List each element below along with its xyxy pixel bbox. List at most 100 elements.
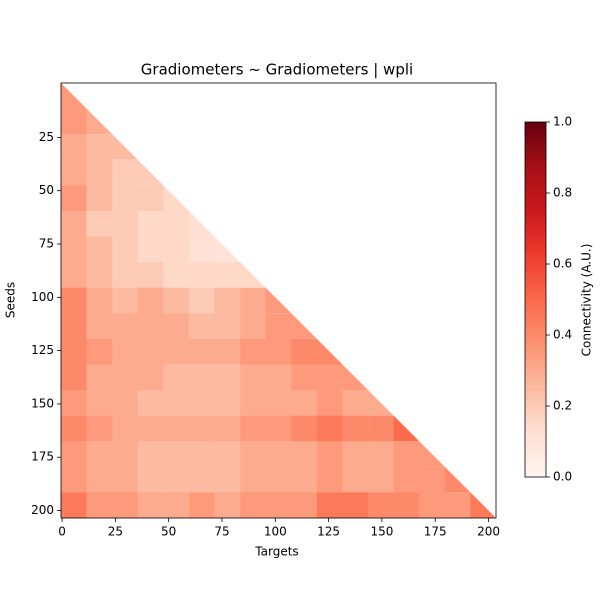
colorbar-tick-label: 0.4 xyxy=(553,328,572,342)
heatmap-cell xyxy=(393,415,420,442)
heatmap-cell xyxy=(240,390,267,416)
heatmap-cell xyxy=(61,262,87,289)
x-tick-label: 75 xyxy=(214,525,229,539)
heatmap-cell xyxy=(188,313,215,340)
colorbar-tick-label: 1.0 xyxy=(553,115,572,129)
heatmap-cell xyxy=(86,236,113,263)
colorbar-tick-label: 0.0 xyxy=(553,470,572,484)
heatmap-cell xyxy=(368,441,394,468)
heatmap-cell xyxy=(188,390,215,416)
heatmap-cell xyxy=(163,287,190,314)
heatmap-cell xyxy=(112,313,139,340)
heatmap-cell xyxy=(265,466,292,493)
heatmap-cell xyxy=(137,262,164,289)
heatmap-cell xyxy=(86,185,113,212)
colorbar xyxy=(524,121,547,478)
heatmap-cell xyxy=(61,415,87,442)
x-tick-label: 25 xyxy=(108,525,123,539)
heatmap-cell xyxy=(265,492,292,519)
heatmap-cell xyxy=(240,287,267,314)
heatmap-cell xyxy=(265,364,292,391)
heatmap-cell xyxy=(188,466,215,493)
heatmap-cell xyxy=(291,313,317,339)
heatmap-cell xyxy=(112,185,139,212)
heatmap-cell xyxy=(137,466,164,493)
heatmap-cell xyxy=(240,415,267,442)
y-tick-label: 150 xyxy=(31,396,54,410)
heatmap-cell xyxy=(86,441,113,468)
heatmap-cell xyxy=(316,466,343,493)
heatmap-cell xyxy=(137,390,164,416)
heatmap-cell xyxy=(291,390,318,416)
heatmap-cell xyxy=(214,338,241,365)
heatmap-cell xyxy=(291,364,318,391)
heatmap-cell xyxy=(61,83,87,109)
heatmap-cell xyxy=(188,210,215,237)
heatmap-cell xyxy=(86,313,113,340)
y-tick-label: 125 xyxy=(31,343,54,357)
heatmap-cell xyxy=(112,338,139,365)
heatmap-cell xyxy=(265,415,292,442)
heatmap-cell xyxy=(444,466,471,493)
heatmap-cell xyxy=(137,415,164,442)
heatmap-cell xyxy=(316,364,343,391)
heatmap-cell xyxy=(112,441,139,468)
heatmap-cell xyxy=(240,364,267,391)
chart-title: Gradiometers ~ Gradiometers | wpli xyxy=(141,61,413,79)
heatmap-cell xyxy=(86,492,113,519)
x-tick-label: 125 xyxy=(317,525,340,539)
heatmap-cell xyxy=(86,415,113,442)
heatmap-cell xyxy=(137,441,164,468)
heatmap-cell xyxy=(137,313,164,340)
heatmap-cell xyxy=(61,134,87,161)
heatmap-cell xyxy=(342,415,369,442)
x-tick-label: 50 xyxy=(161,525,176,539)
y-tick-label: 200 xyxy=(31,503,54,517)
heatmap-cell xyxy=(61,185,87,212)
heatmap-cell xyxy=(214,313,241,340)
heatmap-cell xyxy=(137,210,164,237)
heatmap-cell xyxy=(61,441,87,468)
y-tick-label: 75 xyxy=(39,236,54,250)
heatmap-cell xyxy=(86,159,113,186)
heatmap-cell xyxy=(214,287,241,314)
heatmap-cell xyxy=(240,338,267,365)
x-tick-label: 150 xyxy=(370,525,393,539)
heatmap-cell xyxy=(163,415,190,442)
heatmap-cell xyxy=(316,390,343,416)
heatmap-cell xyxy=(368,415,394,442)
y-tick-label: 25 xyxy=(39,130,54,144)
heatmap-cell xyxy=(61,313,87,340)
heatmap-cell xyxy=(112,236,139,263)
heatmap-cell xyxy=(112,364,139,391)
plot-frame xyxy=(60,82,497,519)
heatmap-cell xyxy=(316,492,343,519)
heatmap-cell xyxy=(240,313,267,340)
heatmap-cell xyxy=(188,492,215,519)
heatmap-cell xyxy=(86,287,113,314)
heatmap-cell xyxy=(342,364,369,391)
heatmap-cell xyxy=(112,287,139,314)
heatmap-cell xyxy=(291,338,318,365)
heatmap-cell xyxy=(316,415,343,442)
heatmap-cell xyxy=(368,390,394,416)
heatmap-cell xyxy=(188,236,215,263)
heatmap-cell xyxy=(112,466,139,493)
heatmap-cell xyxy=(214,466,241,493)
heatmap-cell xyxy=(214,415,241,442)
heatmap-cell xyxy=(163,364,190,391)
x-tick-label: 175 xyxy=(424,525,447,539)
heatmap-cell xyxy=(188,287,215,314)
heatmap-cell xyxy=(137,236,164,263)
heatmap-cell xyxy=(265,287,292,314)
heatmap-cell xyxy=(393,441,420,468)
heatmap-cell xyxy=(188,441,215,468)
heatmap-cell xyxy=(61,492,87,519)
x-tick-label: 0 xyxy=(58,525,66,539)
heatmap-cell xyxy=(163,185,189,211)
heatmap-cell xyxy=(163,338,190,365)
heatmap-cell xyxy=(112,159,139,186)
heatmap-cell xyxy=(214,492,241,519)
heatmap-cell xyxy=(240,492,267,519)
heatmap-cell xyxy=(112,492,139,519)
